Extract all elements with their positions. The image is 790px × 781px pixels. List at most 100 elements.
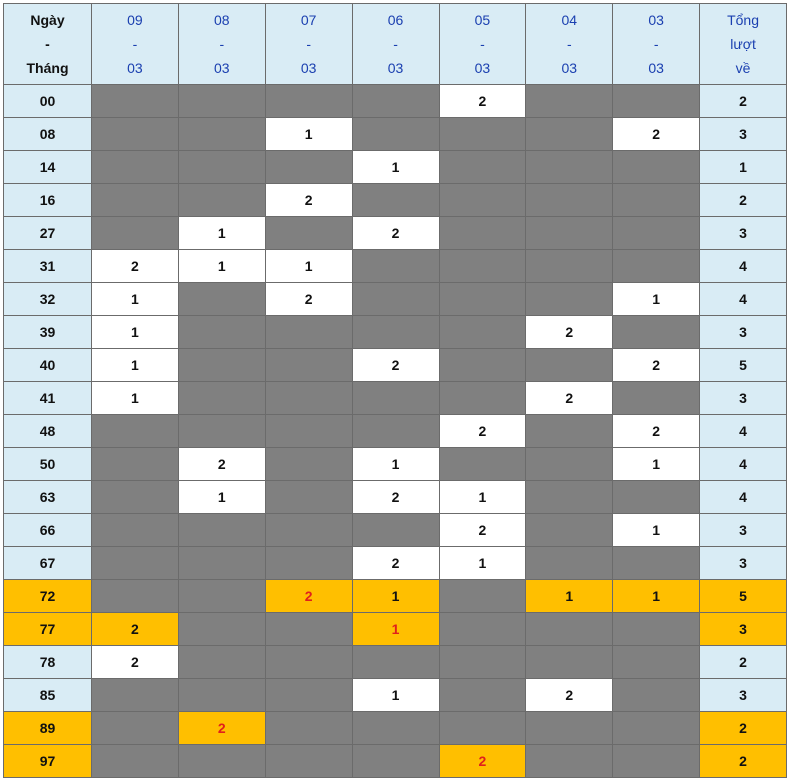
empty-cell — [91, 216, 179, 250]
empty-cell — [91, 183, 179, 217]
header-date-2: 07 - 03 — [264, 3, 353, 85]
empty-cell — [525, 711, 614, 745]
empty-cell — [177, 579, 266, 613]
hit-cell: 1 — [612, 447, 701, 481]
total-cell: 3 — [699, 678, 787, 712]
empty-cell — [525, 117, 614, 151]
table-row: 08 1 2 3 — [3, 117, 787, 151]
empty-cell — [264, 678, 353, 712]
hit-cell: 2 — [438, 744, 527, 778]
empty-cell — [525, 480, 614, 514]
empty-cell — [525, 216, 614, 250]
table-row: 41 1 2 3 — [3, 381, 787, 415]
header-day: Ngày — [30, 12, 65, 28]
empty-cell — [438, 645, 527, 679]
total-cell: 2 — [699, 84, 787, 118]
hit-cell: 1 — [612, 282, 701, 316]
header-date-part: 08 — [214, 12, 230, 28]
hit-cell: 2 — [264, 183, 353, 217]
empty-cell — [438, 117, 527, 151]
empty-cell — [612, 84, 701, 118]
empty-cell — [351, 84, 440, 118]
table-row: 32 1 2 1 4 — [3, 282, 787, 316]
empty-cell — [351, 414, 440, 448]
table-row: 50 2 1 1 4 — [3, 447, 787, 481]
empty-cell — [177, 612, 266, 646]
table-row: 00 2 2 — [3, 84, 787, 118]
empty-cell — [438, 348, 527, 382]
empty-cell — [177, 744, 266, 778]
empty-cell — [264, 414, 353, 448]
total-cell: 3 — [699, 216, 787, 250]
header-total-part: lượt — [730, 36, 756, 52]
empty-cell — [177, 513, 266, 547]
header-date-part: - — [653, 36, 659, 52]
header-date-3: 06 - 03 — [351, 3, 440, 85]
total-cell: 3 — [699, 117, 787, 151]
header-total: Tổng lượt về — [699, 3, 787, 85]
empty-cell — [177, 84, 266, 118]
empty-cell — [525, 612, 614, 646]
total-cell: 4 — [699, 480, 787, 514]
empty-cell — [438, 216, 527, 250]
hit-cell: 2 — [612, 414, 701, 448]
empty-cell — [91, 84, 179, 118]
header-total-part: Tổng — [727, 12, 760, 28]
empty-cell — [264, 84, 353, 118]
empty-cell — [351, 744, 440, 778]
empty-cell — [525, 183, 614, 217]
empty-cell — [264, 744, 353, 778]
total-cell: 3 — [699, 546, 787, 580]
empty-cell — [91, 579, 179, 613]
empty-cell — [525, 84, 614, 118]
empty-cell — [525, 414, 614, 448]
empty-cell — [525, 645, 614, 679]
header-date-1: 08 - 03 — [177, 3, 266, 85]
empty-cell — [612, 315, 701, 349]
hit-cell: 2 — [612, 348, 701, 382]
empty-cell — [91, 117, 179, 151]
hit-cell: 1 — [177, 216, 266, 250]
empty-cell — [612, 645, 701, 679]
hit-cell: 1 — [91, 315, 179, 349]
total-cell: 1 — [699, 150, 787, 184]
empty-cell — [264, 711, 353, 745]
row-number: 14 — [3, 150, 92, 184]
row-number: 50 — [3, 447, 92, 481]
total-cell: 4 — [699, 447, 787, 481]
empty-cell — [351, 249, 440, 283]
hit-cell: 1 — [264, 249, 353, 283]
row-number: 48 — [3, 414, 92, 448]
empty-cell — [177, 315, 266, 349]
empty-cell — [264, 381, 353, 415]
row-number: 67 — [3, 546, 92, 580]
table-row: 97 2 2 — [3, 744, 787, 778]
empty-cell — [438, 282, 527, 316]
empty-cell — [91, 546, 179, 580]
empty-cell — [438, 678, 527, 712]
row-number: 77 — [3, 612, 92, 646]
total-cell: 2 — [699, 645, 787, 679]
row-number: 89 — [3, 711, 92, 745]
table-row: 77 2 1 3 — [3, 612, 787, 646]
empty-cell — [351, 381, 440, 415]
hit-cell: 2 — [351, 480, 440, 514]
header-date-part: 06 — [387, 12, 404, 28]
empty-cell — [525, 348, 614, 382]
table-row: 48 2 2 4 — [3, 414, 787, 448]
table-body: 00 2 2 08 1 2 3 14 1 1 16 2 2 27 1 2 3 31 2 1 1 4 32 1 2 1 4 39 1 2 3 4… — [3, 84, 787, 778]
empty-cell — [264, 546, 353, 580]
empty-cell — [91, 513, 179, 547]
hit-cell: 1 — [91, 381, 179, 415]
hit-cell: 2 — [264, 579, 353, 613]
empty-cell — [264, 645, 353, 679]
row-number: 00 — [3, 84, 92, 118]
empty-cell — [177, 645, 266, 679]
total-cell: 4 — [699, 249, 787, 283]
header-date-4: 05 - 03 — [438, 3, 527, 85]
hit-cell: 2 — [177, 711, 266, 745]
header-date-part: 07 — [300, 12, 317, 28]
header-date-part: - — [306, 36, 312, 52]
table-row: 14 1 1 — [3, 150, 787, 184]
hit-cell: 1 — [177, 480, 266, 514]
